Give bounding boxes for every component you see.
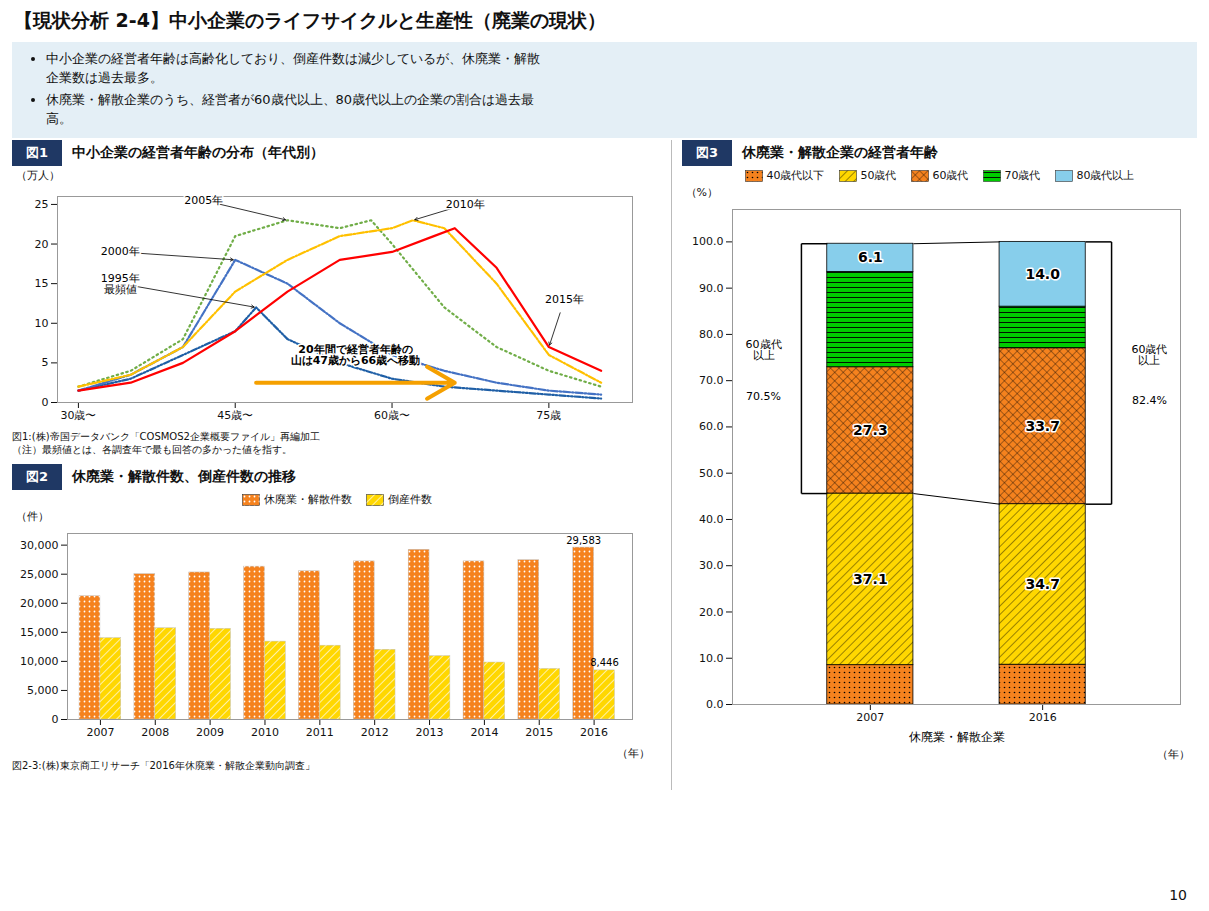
html-text:50歳代: 50歳代 [860,169,897,182]
svg-text:2010年: 2010年 [446,198,485,211]
html-text:中小企業の経営者年齢の分布（年代別）: 中小企業の経営者年齢の分布（年代別） [72,144,324,160]
html-text:図1:(株)帝国データバンク「COSMOS2企業概要ファイル: 図1:(株)帝国データバンク「COSMOS2企業概要ファイル」再編加工 [12,431,320,442]
svg-text:29,583: 29,583 [566,535,601,546]
svg-text:1995年最頻値: 1995年最頻値 [101,272,140,296]
html-text:図2: 図2 [26,469,48,484]
html-text:倒産件数: 倒産件数 [388,493,432,506]
svg-text:（年）: （年） [617,747,650,760]
svg-text:2007: 2007 [856,711,884,724]
svg-text:2007: 2007 [86,726,114,739]
svg-text:70.5%: 70.5% [746,390,781,403]
svg-text:2016: 2016 [580,726,608,739]
svg-text:0: 0 [42,396,49,409]
svg-text:2015: 2015 [525,726,553,739]
svg-text:2012: 2012 [361,726,389,739]
svg-text:90.0: 90.0 [699,282,724,295]
svg-text:27.3: 27.3 [853,422,888,438]
svg-text:2011: 2011 [306,726,334,739]
html-text:休廃業・解散件数: 休廃業・解散件数 [264,493,352,506]
svg-text:60歳代以上: 60歳代以上 [746,338,782,362]
svg-text:15: 15 [35,277,49,290]
svg-text:0.0: 0.0 [706,698,724,711]
svg-text:37.1: 37.1 [853,571,888,587]
svg-text:（万人）: （万人） [16,169,60,182]
svg-text:10.0: 10.0 [699,652,724,665]
svg-text:33.7: 33.7 [1025,418,1060,434]
svg-text:60.0: 60.0 [699,420,724,433]
svg-text:80.0: 80.0 [699,328,724,341]
html-text:図3: 図3 [696,145,718,160]
svg-text:（年）: （年） [1157,748,1190,761]
svg-text:2010: 2010 [251,726,279,739]
svg-text:15,000: 15,000 [20,626,59,639]
svg-text:82.4%: 82.4% [1132,394,1167,407]
svg-text:60歳代以上: 60歳代以上 [1131,343,1167,367]
svg-text:30.0: 30.0 [699,559,724,572]
svg-text:（%）: （%） [686,186,718,199]
svg-text:2008: 2008 [141,726,169,739]
html-text:10: 10 [1169,887,1187,903]
svg-text:14.0: 14.0 [1025,266,1060,282]
svg-text:50.0: 50.0 [699,467,724,480]
html-text:休廃業・解散企業のうち、経営者が60歳代以上、80歳代以上の: 休廃業・解散企業のうち、経営者が60歳代以上、80歳代以上の企業の割合は過去最 … [46,91,535,126]
html-text:休廃業・解散件数、倒産件数の推移: 休廃業・解散件数、倒産件数の推移 [72,468,296,484]
svg-text:休廃業・解散企業: 休廃業・解散企業 [909,730,1005,744]
svg-text:40.0: 40.0 [699,513,724,526]
svg-text:70.0: 70.0 [699,374,724,387]
svg-text:8,446: 8,446 [590,657,619,668]
svg-text:20: 20 [35,238,49,251]
html-text:40歳代以下: 40歳代以下 [766,169,825,182]
svg-text:2015年: 2015年 [545,293,584,306]
svg-text:100.0: 100.0 [692,235,724,248]
html-text:70歳代: 70歳代 [1004,169,1041,182]
svg-text:30,000: 30,000 [20,539,59,552]
svg-text:20年間で経営者年齢の山は47歳から66歳へ移動: 20年間で経営者年齢の山は47歳から66歳へ移動 [291,343,421,367]
svg-text:5: 5 [42,356,49,369]
svg-text:45歳〜: 45歳〜 [217,409,253,422]
svg-text:2005年: 2005年 [184,194,223,207]
svg-text:2014: 2014 [470,726,498,739]
svg-text:20,000: 20,000 [20,597,59,610]
svg-text:2013: 2013 [416,726,444,739]
html-text:【現状分析 2-4】中小企業のライフサイクルと生産性（廃業の: 【現状分析 2-4】中小企業のライフサイクルと生産性（廃業の現状） [14,9,606,31]
svg-text:5,000: 5,000 [27,684,59,697]
svg-text:2000年: 2000年 [101,245,140,258]
svg-text:2016: 2016 [1029,711,1057,724]
svg-text:25: 25 [35,198,49,211]
svg-text:34.7: 34.7 [1025,576,1060,592]
svg-text:10: 10 [35,317,49,330]
html-text:図2-3:(株)東京商工リサーチ「2016年休廃業・解散企業: 図2-3:(株)東京商工リサーチ「2016年休廃業・解散企業動向調査」 [12,760,315,771]
svg-text:75歳: 75歳 [536,409,561,422]
html-text:60歳代: 60歳代 [932,169,969,182]
html-text:中小企業の経営者年齢は高齢化しており、倒産件数は減少している: 中小企業の経営者年齢は高齢化しており、倒産件数は減少しているが、休廃業・解散 企… [46,51,540,85]
html-text:休廃業・解散企業の経営者年齢: 休廃業・解散企業の経営者年齢 [742,144,938,160]
svg-text:60歳〜: 60歳〜 [374,409,410,422]
svg-text:25,000: 25,000 [20,568,59,581]
html-text:図1: 図1 [26,145,48,160]
svg-text:6.1: 6.1 [858,249,883,265]
svg-text:20.0: 20.0 [699,605,724,618]
svg-text:10,000: 10,000 [20,655,59,668]
svg-text:2009: 2009 [196,726,224,739]
svg-text:（件）: （件） [16,510,49,523]
html-text:（注）最頻値とは、各調査年で最も回答の多かった値を指す。: （注）最頻値とは、各調査年で最も回答の多かった値を指す。 [12,444,292,455]
html-text:80歳代以上: 80歳代以上 [1076,169,1135,182]
svg-text:0: 0 [52,713,59,726]
svg-text:30歳〜: 30歳〜 [60,409,96,422]
